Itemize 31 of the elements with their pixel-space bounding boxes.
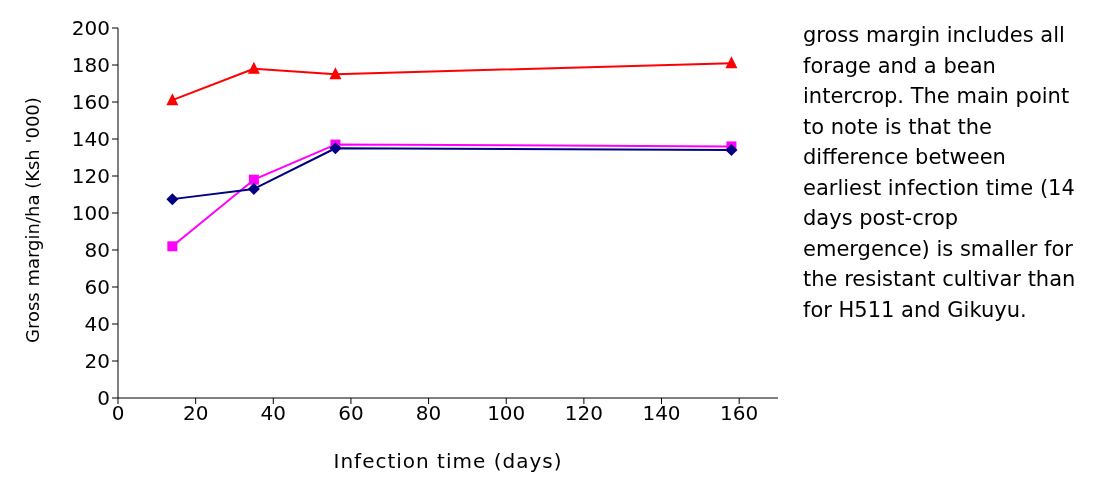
x-tick-label: 120 xyxy=(564,401,603,426)
y-tick-label: 120 xyxy=(71,164,110,189)
point xyxy=(166,193,179,206)
text: gross margin includes all forage and a bean intercrop. The main point to note is that the difference between earliest infection time (14 days post-crop emergence) is smaller for the resistant cultivar than for H511 and Gikuyu. xyxy=(803,23,1076,322)
x-tick-label: 40 xyxy=(260,401,287,426)
y-tick-label: 80 xyxy=(84,238,110,263)
x-axis-title: Infection time (days) xyxy=(333,449,563,473)
x-tick-label: 80 xyxy=(415,401,442,426)
point xyxy=(247,182,260,195)
point xyxy=(166,93,179,106)
y-axis-title: Gross margin/ha (Ksh '000) xyxy=(22,97,44,343)
y-tick-label: 20 xyxy=(84,349,110,374)
point xyxy=(329,142,342,155)
point xyxy=(167,241,178,252)
x-tick-label: 100 xyxy=(487,401,526,426)
y-tick-label: 200 xyxy=(71,16,110,41)
point xyxy=(725,144,738,157)
point xyxy=(248,174,259,185)
y-tick-label: 100 xyxy=(71,201,110,226)
y-tick-label: 180 xyxy=(71,53,110,78)
y-tick-label: 60 xyxy=(84,275,110,300)
point xyxy=(725,56,738,69)
y-tick-label: 40 xyxy=(84,312,110,337)
x-tick-label: 60 xyxy=(338,401,364,426)
x-tick-label: 20 xyxy=(182,401,209,426)
x-tick-label: 140 xyxy=(642,401,681,426)
x-tick-label: 160 xyxy=(720,401,759,426)
point xyxy=(247,61,260,74)
y-tick-label: 140 xyxy=(71,127,110,152)
point xyxy=(329,67,342,80)
y-tick-label: 160 xyxy=(71,90,110,115)
